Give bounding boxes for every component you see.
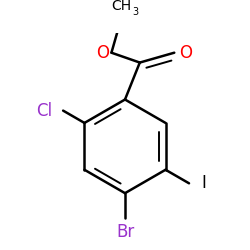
Text: CH: CH [111,0,131,13]
Text: Cl: Cl [36,102,52,119]
Text: 3: 3 [132,7,138,17]
Text: I: I [202,174,207,192]
Text: O: O [96,44,109,62]
Text: O: O [179,44,192,62]
Text: Br: Br [116,223,134,241]
